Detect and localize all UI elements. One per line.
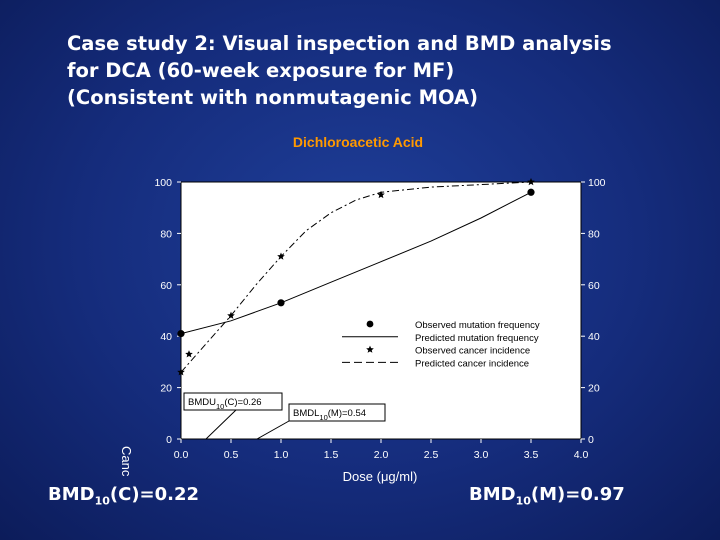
legend-symbol-star <box>366 345 374 353</box>
y-tick-label: 80 <box>160 228 172 240</box>
legend-symbol-circle <box>366 320 374 328</box>
y-tick-label: 100 <box>154 177 172 189</box>
series-lines <box>181 181 532 373</box>
x-tick-label: 1.5 <box>324 449 339 461</box>
observed-cancer-point <box>227 311 235 319</box>
y-right-tick-label: 40 <box>588 331 600 343</box>
annotation-label: BMDU10(C)=0.26 <box>188 397 262 411</box>
predicted-mutation-frequency-line <box>181 191 532 335</box>
title-line-3: (Consistent with nonmutagenic MOA) <box>67 86 479 109</box>
observed-mutation-point <box>177 330 185 338</box>
bmdu-leader <box>205 409 237 439</box>
observed-cancer-point <box>177 368 185 376</box>
chart-legend: Observed mutation frequency Predicted mut… <box>342 320 540 369</box>
slide-title: Case study 2: Visual inspection and BMD … <box>67 30 707 111</box>
y-tick-label: 40 <box>160 331 172 343</box>
y-right-tick-label: 100 <box>588 177 606 189</box>
x-axis-label: Dose (μg/ml) <box>343 469 418 484</box>
annotation-label: BMDL10(M)=0.54 <box>293 408 366 422</box>
predicted-cancer-incidence-line <box>181 181 532 373</box>
x-tick-label: 0.5 <box>224 449 239 461</box>
y-right-tick-label: 20 <box>588 383 600 395</box>
y-axis-label: Canc <box>119 446 134 477</box>
y-tick-label: 60 <box>160 280 172 292</box>
y-tick-label: 20 <box>160 383 172 395</box>
bmdl-leader <box>256 420 290 439</box>
x-tick-label: 2.0 <box>374 449 389 461</box>
bmdl-annotation: BMDL10(M)=0.54 <box>288 403 386 422</box>
observed-mutation-point <box>277 299 285 307</box>
observed-cancer-point <box>185 350 193 358</box>
annotation-box <box>183 392 283 411</box>
x-tick-label: 2.5 <box>424 449 439 461</box>
bmdu-annotation: BMDU10(C)=0.26 <box>183 392 283 411</box>
x-tick-label: 3.0 <box>474 449 489 461</box>
x-tick-label: 1.0 <box>274 449 289 461</box>
chart-title: Dichloroacetic Acid <box>293 134 423 150</box>
observed-mutation-point <box>527 188 535 196</box>
annotation-box <box>288 403 386 422</box>
legend-entry: Predicted cancer incidence <box>415 358 529 369</box>
observed-cancer-point <box>277 252 285 260</box>
y-right-tick-label: 80 <box>588 228 600 240</box>
x-tick-label: 3.5 <box>524 449 539 461</box>
x-tick-label: 0.0 <box>174 449 189 461</box>
title-line-2: for DCA (60-week exposure for MF) <box>67 59 455 82</box>
title-line-1: Case study 2: Visual inspection and BMD … <box>67 32 612 55</box>
legend-entry: Observed cancer incidence <box>415 346 530 357</box>
legend-entry: Observed mutation frequency <box>415 320 540 331</box>
legend-entry: Predicted mutation frequency <box>415 333 539 344</box>
observed-cancer-point <box>377 190 385 199</box>
bmd-m-result: BMD10(M)=0.97 <box>469 484 625 508</box>
y-right-tick-label: 60 <box>588 280 600 292</box>
bmd-c-result: BMD10(C)=0.22 <box>48 484 200 508</box>
y-right-tick-label: 0 <box>588 434 594 446</box>
bmd-guide-lines <box>205 409 290 439</box>
y-tick-label: 0 <box>166 434 172 446</box>
x-tick-label: 4.0 <box>574 449 589 461</box>
observed-cancer-point <box>527 178 535 186</box>
